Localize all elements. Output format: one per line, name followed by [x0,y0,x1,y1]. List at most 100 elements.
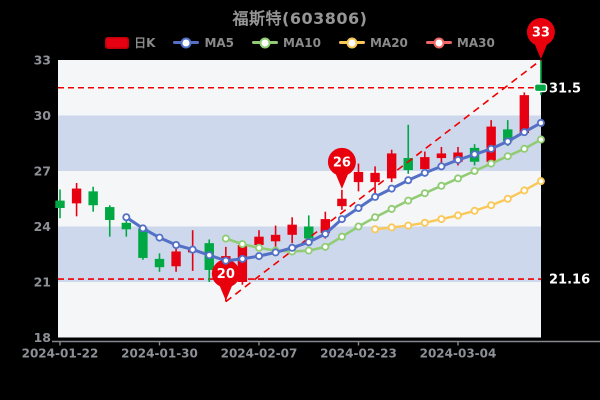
candle-body [287,224,297,235]
MA20-marker-icon [420,218,429,227]
x-axis-label: 2024-02-23 [320,347,397,361]
candle-body [370,172,380,183]
MA10-marker-icon [404,196,413,205]
legend-item-日K[interactable]: 日K [105,34,155,51]
legend-item-MA20[interactable]: MA20 [338,35,408,50]
MA5-marker-icon [337,215,346,224]
x-axis-label: 2024-01-22 [22,347,99,361]
trendline [225,59,542,303]
pin-bubble [211,259,240,288]
ma5-marker-icon [180,37,192,48]
MA5-marker-icon [437,162,446,171]
candle-body [237,245,248,282]
price-level-label: 21.16 [549,273,590,288]
MA20-marker-icon [371,225,380,234]
ma10-marker-icon [259,37,271,48]
MA20-marker-icon [470,206,479,215]
ma20-marker-icon [346,37,358,48]
legend-item-MA5[interactable]: MA5 [173,36,234,50]
MA5-marker-icon [254,252,263,261]
MA10-marker-icon [536,135,545,144]
plot-background [58,60,541,338]
background-band [58,115,541,171]
candle [353,163,364,192]
background-band [58,226,541,282]
price-pin[interactable]: 33 [526,18,555,59]
candle [370,166,380,194]
MA5-marker-icon [122,213,131,222]
ma5-line [122,118,545,265]
candle-body [138,228,148,258]
candle-body [154,258,165,268]
candle-body [254,236,264,245]
y-axis-label: 24 [34,219,52,234]
price-pin[interactable]: 26 [327,147,356,189]
candle [337,189,347,210]
candle [171,246,181,272]
candle-body [270,234,281,242]
MA5-marker-icon [321,229,330,238]
candle [304,215,314,242]
legend-label: MA30 [456,35,495,50]
MA5-marker-icon [354,203,363,212]
candle-body [503,129,513,142]
pin-label: 20 [217,267,235,282]
MA10-marker-icon [470,166,479,175]
candle [386,149,397,183]
legend-item-MA30[interactable]: MA30 [425,35,495,50]
candle-body [519,95,530,134]
MA10-marker-icon [503,152,512,161]
MA10-marker-icon [420,189,429,198]
legend-swatch-日K [105,36,130,49]
pin-bubble [526,18,555,46]
candle-body [71,188,82,204]
MA5-marker-icon [221,256,230,265]
candle [287,217,297,244]
MA10-marker-icon [354,222,363,231]
chart-legend: 日K MA5 MA10 MA20 MA30 [0,34,600,51]
candle-body [105,207,115,221]
pin-tail [218,282,234,301]
chart-title: 福斯特(603806) [232,9,368,28]
MA5-marker-icon [503,137,512,146]
candle-body [55,200,65,208]
MA5-marker-icon [172,240,181,249]
legend-label: MA20 [369,35,408,50]
candle-body [420,157,430,170]
MA10-marker-icon [487,159,496,168]
ma30-marker-icon [433,37,445,48]
MA20-marker-icon [453,211,462,220]
MA20-marker-icon [437,215,446,224]
x-axis-label: 2024-03-04 [420,347,497,361]
MA10-marker-icon [437,181,446,190]
MA5-marker-icon [155,233,164,242]
MA10-marker-icon [304,246,313,255]
legend-item-MA10[interactable]: MA10 [252,36,321,50]
MA20-marker-icon [404,221,413,230]
pin-bubble [327,147,356,176]
y-axis-label: 33 [34,53,51,68]
candle [71,183,82,217]
MA5-marker-icon [238,254,247,263]
candle-body [88,191,98,206]
candle [105,205,115,237]
candle [436,146,447,166]
candle [486,120,496,166]
legend-swatch-MA10 [252,37,279,48]
candle-body [171,251,181,267]
candle-body [337,198,347,207]
y-axis-label: 18 [34,330,51,345]
candle-body [304,226,314,239]
price-pin[interactable]: 20 [211,259,240,301]
candle [88,186,98,212]
candle [55,189,65,219]
candle-body [486,126,496,162]
x-axis-label: 2024-02-07 [221,347,298,361]
MA5-marker-icon [371,192,380,201]
MA10-marker-icon [337,232,346,241]
legend-label: 日K [134,36,156,50]
MA10-marker-icon [371,213,380,222]
MA5-marker-icon [205,251,214,260]
candle-body [121,222,132,230]
